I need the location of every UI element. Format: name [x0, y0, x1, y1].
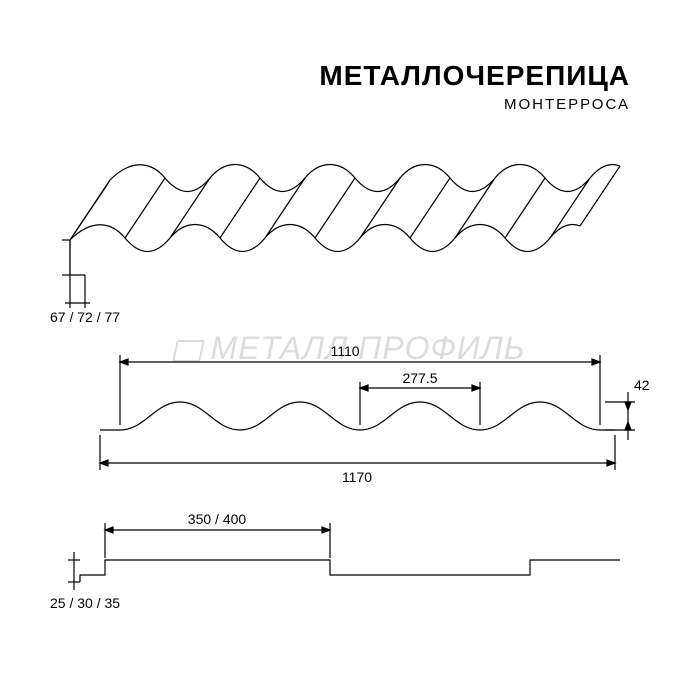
dim-height-options [65, 240, 90, 308]
cross-section-view [100, 402, 615, 430]
product-subtitle: МОНТЕРРОСА [319, 96, 630, 113]
label-wave-pitch: 277.5 [402, 370, 437, 386]
dim-wave-height [605, 392, 635, 440]
step-profile-view [80, 560, 620, 582]
dim-width-bottom [100, 435, 615, 470]
product-title: МЕТАЛЛОЧЕРЕПИЦА [319, 60, 630, 92]
dim-wave-pitch [360, 382, 480, 425]
label-step-width: 350 / 400 [188, 511, 247, 527]
label-wave-height: 42 [634, 377, 650, 393]
dim-step-width [105, 523, 330, 558]
label-width-top: 1110 [330, 343, 359, 359]
label-width-bottom: 1170 [342, 469, 372, 485]
header: МЕТАЛЛОЧЕРЕПИЦА МОНТЕРРОСА [319, 60, 630, 113]
dim-step-height [68, 552, 80, 590]
label-height-options: 67 / 72 / 77 [50, 309, 120, 325]
label-step-height: 25 / 30 / 35 [50, 595, 120, 611]
technical-diagram: 67 / 72 / 77 1110 277.5 42 1170 350 / 40… [50, 130, 650, 650]
perspective-view [62, 165, 620, 276]
